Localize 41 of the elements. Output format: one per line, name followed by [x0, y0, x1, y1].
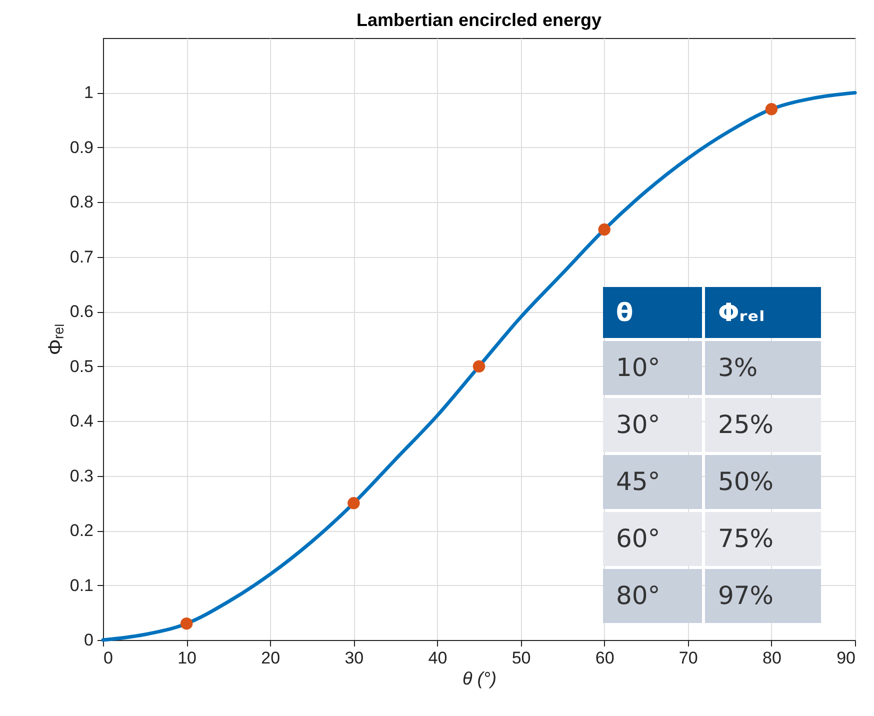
y-tick-label: 0.9: [70, 138, 94, 157]
annotation: 80°: [603, 569, 702, 623]
y-tick-label: 0.6: [70, 302, 94, 322]
x-tick-label: 10: [178, 648, 197, 668]
chart-title: Lambertian encircled energy: [356, 10, 602, 30]
x-tick-label: 90: [836, 648, 856, 668]
x-tick-label: 60: [595, 648, 614, 668]
point: [180, 617, 193, 630]
x-tick-label: 30: [344, 648, 364, 668]
x-tick-label: 0: [104, 648, 113, 668]
annotation: Φᵣₑₗ: [705, 287, 821, 338]
y-tick-label: 1: [84, 83, 94, 102]
y-tick-label: 0.2: [70, 521, 94, 540]
y-tick-label: 0.7: [70, 247, 94, 266]
point: [472, 360, 486, 372]
x-tick-label: 70: [678, 648, 698, 668]
point: [765, 103, 778, 116]
annotation: 45°: [603, 455, 702, 509]
annotation: 30°: [603, 398, 702, 452]
annotation: 25%: [705, 398, 821, 452]
point: [348, 497, 360, 510]
x-tick-label: 40: [428, 648, 448, 668]
y-tick-label: 0.5: [70, 356, 94, 376]
annotation: 60°: [603, 512, 702, 566]
annotation: 75%: [705, 512, 821, 566]
annotation: 97%: [705, 569, 821, 623]
y-tick-label: 0.8: [70, 192, 94, 212]
x-tick-label: 20: [261, 648, 280, 668]
x-axis-title: θ (°): [462, 668, 496, 688]
y-tick-label: 0.4: [70, 412, 94, 431]
x-tick-label: 50: [512, 648, 531, 668]
y-tick-label: 0: [84, 630, 94, 650]
annotation: 10°: [603, 341, 702, 395]
point: [598, 223, 610, 236]
annotation: θ: [603, 287, 702, 338]
annotation: 50%: [705, 455, 821, 509]
y-axis-title: Φᵣₑₗ: [44, 324, 67, 356]
annotation: 3%: [705, 341, 821, 395]
y-tick-label: 0.1: [70, 576, 94, 595]
x-tick-label: 80: [762, 648, 782, 668]
y-tick-label: 0.3: [70, 466, 94, 486]
